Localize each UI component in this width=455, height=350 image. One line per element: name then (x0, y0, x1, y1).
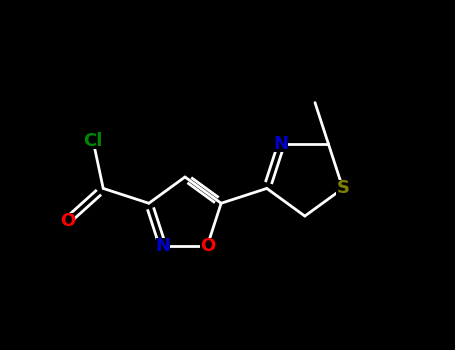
Polygon shape (61, 212, 75, 229)
Polygon shape (156, 238, 170, 254)
Polygon shape (336, 180, 350, 196)
Text: Cl: Cl (84, 132, 103, 150)
Polygon shape (81, 133, 105, 149)
Text: N: N (155, 237, 170, 255)
Text: S: S (336, 180, 349, 197)
Text: O: O (60, 211, 75, 230)
Text: N: N (274, 135, 289, 153)
Text: O: O (200, 237, 215, 255)
Polygon shape (274, 136, 288, 152)
Polygon shape (200, 238, 214, 254)
